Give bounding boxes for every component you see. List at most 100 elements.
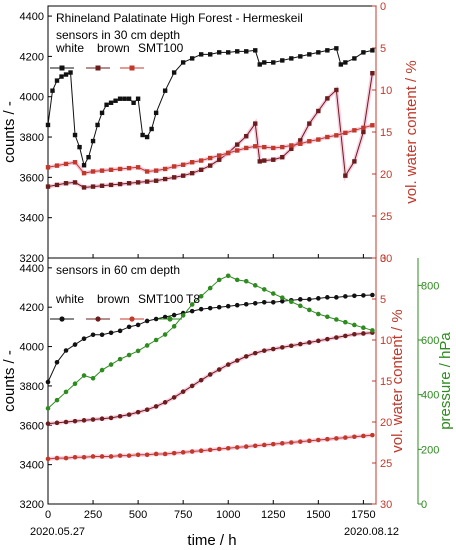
data-point	[279, 345, 285, 350]
series-halo	[47, 330, 373, 426]
data-point	[343, 319, 348, 325]
data-point	[225, 362, 231, 367]
data-point	[113, 98, 118, 103]
top-ytick-left-label: 3200	[20, 253, 44, 265]
data-point	[144, 169, 150, 174]
data-point	[244, 134, 249, 139]
data-point	[325, 336, 330, 342]
data-point	[361, 125, 366, 130]
data-point	[243, 354, 249, 359]
data-point	[108, 415, 114, 421]
data-point	[45, 165, 51, 170]
data-point	[108, 100, 114, 105]
data-point	[153, 451, 159, 457]
data-point	[126, 96, 132, 101]
data-point	[198, 52, 204, 57]
data-point	[216, 367, 222, 372]
pressure-tick-label: 200	[421, 444, 439, 456]
bottom-subtitle: sensors in 60 cm depth	[56, 263, 180, 277]
data-point	[45, 406, 51, 411]
data-point	[316, 311, 321, 317]
top-ylabel-left: counts / -	[1, 101, 18, 163]
data-point	[261, 299, 267, 305]
top-ytick-right-label: 10	[380, 85, 392, 97]
data-point	[307, 438, 312, 444]
top-ytick-left-label: 4400	[20, 11, 44, 23]
legend-label-white: white	[55, 41, 84, 55]
data-point	[171, 175, 177, 180]
top-ylabel-right: vol. water content / %	[403, 60, 420, 203]
data-point	[171, 164, 177, 169]
series-line	[47, 332, 373, 425]
data-point	[117, 96, 123, 101]
bottom-ytick-left-label: 3800	[20, 381, 44, 393]
data-point	[280, 144, 285, 150]
data-point	[162, 166, 168, 172]
data-point	[72, 342, 78, 347]
data-point	[99, 110, 105, 116]
data-point	[153, 404, 159, 409]
bottom-ytick-right-label: 25	[380, 458, 392, 470]
data-point	[316, 108, 321, 114]
data-point	[144, 179, 150, 184]
data-point	[99, 168, 105, 173]
data-point	[307, 340, 312, 345]
top-axes: 3200 3400 3600 3800 4000 4200 4400 0 5 10 15 20 25 30	[20, 1, 393, 265]
data-point	[72, 418, 78, 424]
data-point	[81, 170, 87, 176]
data-point	[325, 134, 330, 140]
data-point	[72, 132, 78, 138]
data-point	[334, 436, 339, 441]
data-point	[289, 143, 294, 148]
data-point	[162, 400, 168, 405]
data-point	[289, 56, 294, 61]
data-point	[198, 158, 204, 163]
data-point	[189, 449, 195, 454]
pressure-tick-label: 400	[421, 390, 439, 402]
data-point	[271, 60, 276, 65]
data-point	[153, 337, 159, 343]
data-point	[99, 454, 105, 459]
data-point	[261, 348, 267, 353]
bottom-ytick-right-label: 10	[380, 335, 392, 347]
data-point	[370, 71, 375, 76]
data-point	[234, 358, 240, 363]
data-point	[244, 49, 249, 54]
data-point	[334, 335, 339, 340]
data-point	[108, 167, 114, 172]
data-point	[280, 155, 285, 160]
bottom-ytick-left-label: 3600	[20, 420, 44, 432]
data-point	[338, 62, 344, 67]
data-point	[144, 318, 150, 324]
data-point	[279, 295, 285, 300]
xtick-label: 1750	[351, 509, 375, 521]
data-point	[325, 314, 330, 320]
data-point	[325, 295, 330, 300]
data-point	[198, 306, 204, 312]
top-ytick-right-label: 5	[380, 43, 386, 55]
xtick-label: 0	[45, 509, 51, 521]
data-point	[307, 139, 312, 144]
data-point	[298, 54, 303, 59]
data-point	[288, 299, 294, 305]
data-point	[189, 160, 195, 165]
bottom-series-white	[45, 292, 375, 385]
top-ytick-left-label: 3600	[20, 172, 44, 184]
data-point	[180, 173, 186, 178]
data-point	[370, 292, 375, 298]
data-point	[63, 455, 69, 461]
legend-sample-marker	[95, 65, 101, 71]
data-point	[162, 176, 168, 182]
data-point	[144, 407, 150, 413]
bottom-ytick-left-label: 4200	[20, 302, 44, 314]
data-point	[189, 56, 195, 61]
data-point	[225, 273, 231, 279]
data-point	[153, 316, 159, 322]
data-point	[171, 324, 177, 329]
bottom-legend: white brown SMT100 T8	[50, 292, 200, 322]
legend-label-smt100: SMT100	[138, 41, 184, 55]
data-point	[343, 435, 348, 440]
data-point	[217, 50, 222, 55]
legend-sample-marker	[95, 316, 101, 322]
legend-sample-marker	[59, 65, 65, 71]
